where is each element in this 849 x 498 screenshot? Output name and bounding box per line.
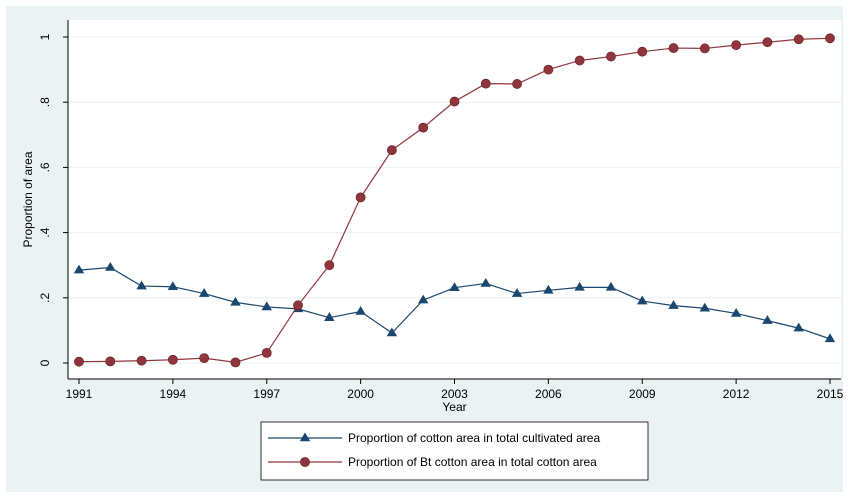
data-point-triangle xyxy=(105,261,116,271)
x-tick-label: 1994 xyxy=(160,387,187,401)
series-2 xyxy=(74,33,835,368)
data-point-circle xyxy=(167,354,178,365)
x-tick-label: 2009 xyxy=(629,387,656,401)
data-point-triangle xyxy=(73,264,85,274)
y-tick-label: .8 xyxy=(38,97,52,107)
x-tick-label: 2000 xyxy=(347,387,374,401)
data-point-circle xyxy=(74,356,84,367)
data-point-circle xyxy=(199,353,210,364)
data-point-circle xyxy=(230,357,241,368)
data-point-circle xyxy=(355,192,366,203)
legend-entry-1: Proportion of cotton area in total culti… xyxy=(268,431,600,445)
data-point-triangle xyxy=(417,294,429,304)
data-point-triangle xyxy=(511,288,523,297)
data-point-triangle xyxy=(230,296,241,306)
plot-area xyxy=(68,20,841,379)
x-tick-label: 2015 xyxy=(817,387,843,401)
data-point-circle xyxy=(418,122,429,133)
data-point-triangle xyxy=(574,281,585,291)
x-tick-label: 2012 xyxy=(723,387,750,401)
data-point-circle xyxy=(136,355,147,366)
data-point-triangle xyxy=(699,302,711,312)
data-point-triangle xyxy=(605,281,617,291)
series-layer xyxy=(73,33,836,368)
data-point-triangle xyxy=(543,284,554,294)
data-point-triangle xyxy=(480,277,492,287)
data-point-circle xyxy=(105,356,116,367)
y-tick-label: 1 xyxy=(38,33,52,40)
y-tick-label: .4 xyxy=(38,227,52,237)
data-point-triangle xyxy=(198,288,210,297)
data-point-triangle xyxy=(824,333,836,343)
data-point-circle xyxy=(512,79,522,89)
y-tick-label: .6 xyxy=(38,162,52,172)
data-point-circle xyxy=(825,33,835,44)
data-point-triangle xyxy=(136,280,147,290)
chart-frame: 0 .2 .4 .6 .8 1 1991 1994 1997 2000 2003 2006 2009 20… xyxy=(6,6,843,492)
legend-entry-2: Proportion of Bt cotton area in total co… xyxy=(268,455,597,469)
data-point-circle xyxy=(480,78,491,89)
x-tick-label: 1997 xyxy=(253,387,280,401)
y-axis-title: Proportion of area xyxy=(21,151,35,247)
data-point-circle xyxy=(699,43,710,54)
data-point-circle xyxy=(324,260,335,271)
data-point-circle xyxy=(731,40,742,51)
data-point-triangle xyxy=(637,295,648,305)
data-point-triangle xyxy=(355,305,366,315)
legend-label: Proportion of Bt cotton area in total co… xyxy=(348,455,597,469)
data-point-triangle xyxy=(386,327,398,337)
axes: 0 .2 .4 .6 .8 1 1991 1994 1997 2000 2003 2006 2009 20… xyxy=(38,20,843,401)
data-point-circle xyxy=(762,37,773,48)
line-chart: 0 .2 .4 .6 .8 1 1991 1994 1997 2000 2003 2006 2009 20… xyxy=(21,20,843,481)
series-1 xyxy=(73,261,836,343)
data-point-triangle xyxy=(762,315,773,324)
x-axis-title: Year xyxy=(442,400,466,414)
y-tick-label: 0 xyxy=(38,359,52,366)
data-point-triangle xyxy=(449,282,460,291)
data-point-circle xyxy=(574,55,585,66)
data-point-triangle xyxy=(167,281,179,291)
y-tick-label: .2 xyxy=(38,292,52,302)
data-point-circle xyxy=(606,51,616,62)
data-point-triangle xyxy=(793,322,804,332)
x-tick-label: 2006 xyxy=(535,387,562,401)
x-tick-label: 1991 xyxy=(66,387,93,401)
x-tick-label: 2003 xyxy=(441,387,468,401)
legend-box xyxy=(260,421,649,481)
data-point-triangle xyxy=(324,312,335,321)
data-point-circle xyxy=(449,96,460,107)
data-point-circle xyxy=(543,64,554,75)
data-point-circle xyxy=(261,347,272,358)
data-point-circle xyxy=(293,300,303,311)
data-point-circle xyxy=(668,43,679,53)
data-point-circle xyxy=(637,46,648,57)
legend: Proportion of cotton area in total culti… xyxy=(260,421,649,481)
data-point-circle xyxy=(793,34,804,45)
data-point-circle xyxy=(387,145,397,156)
legend-marker-circle xyxy=(300,457,310,467)
data-point-triangle xyxy=(261,301,272,311)
legend-label: Proportion of cotton area in total culti… xyxy=(348,431,600,445)
data-point-triangle xyxy=(730,307,742,317)
legend-marker-triangle xyxy=(299,432,311,442)
data-point-triangle xyxy=(668,300,679,309)
